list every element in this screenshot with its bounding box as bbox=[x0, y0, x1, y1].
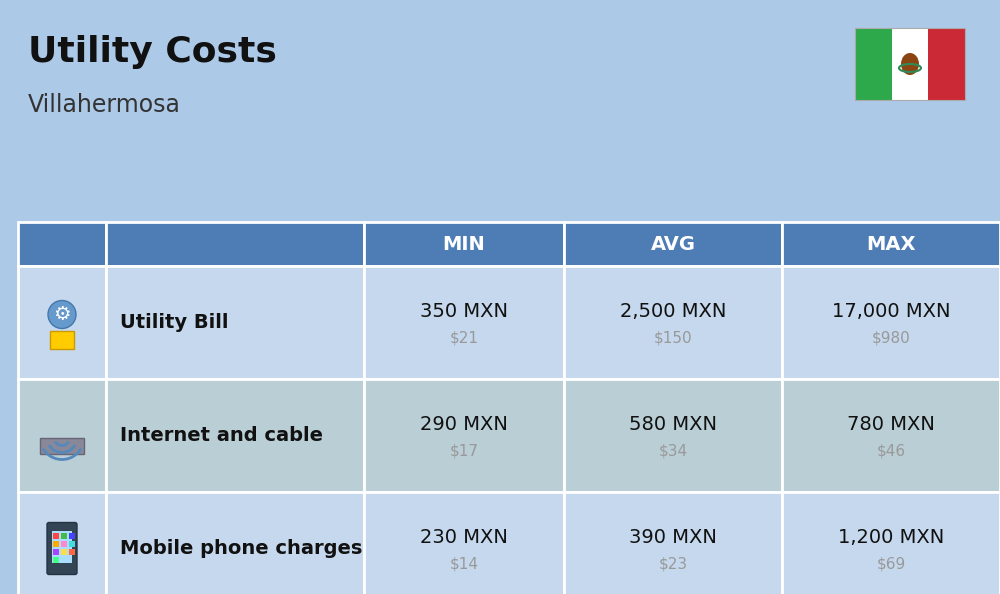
Bar bbox=[18, 266, 106, 379]
Text: 350 MXN: 350 MXN bbox=[420, 302, 508, 321]
Text: AVG: AVG bbox=[650, 235, 696, 254]
Text: Utility Bill: Utility Bill bbox=[120, 313, 228, 332]
Text: 580 MXN: 580 MXN bbox=[629, 415, 717, 434]
Bar bbox=[928, 28, 965, 100]
Bar bbox=[61, 541, 67, 546]
Bar bbox=[892, 28, 928, 100]
Text: $69: $69 bbox=[876, 557, 906, 572]
Bar bbox=[40, 438, 84, 453]
Bar bbox=[782, 222, 1000, 266]
Bar bbox=[106, 379, 364, 492]
Bar bbox=[564, 379, 782, 492]
Bar bbox=[564, 492, 782, 594]
Text: $34: $34 bbox=[658, 444, 688, 459]
Text: 290 MXN: 290 MXN bbox=[420, 415, 508, 434]
Bar bbox=[106, 492, 364, 594]
Bar bbox=[18, 222, 106, 266]
Text: $14: $14 bbox=[450, 557, 479, 572]
Text: $17: $17 bbox=[450, 444, 479, 459]
Text: MAX: MAX bbox=[866, 235, 916, 254]
Bar bbox=[364, 266, 564, 379]
Bar bbox=[106, 222, 364, 266]
Text: 230 MXN: 230 MXN bbox=[420, 527, 508, 546]
Bar bbox=[18, 492, 106, 594]
Bar bbox=[364, 379, 564, 492]
Bar bbox=[50, 330, 74, 349]
Text: 390 MXN: 390 MXN bbox=[629, 527, 717, 546]
Text: $980: $980 bbox=[872, 331, 910, 346]
Bar bbox=[364, 222, 564, 266]
Text: $23: $23 bbox=[658, 557, 688, 572]
Bar bbox=[53, 548, 59, 555]
Bar bbox=[564, 266, 782, 379]
Text: ⚙: ⚙ bbox=[53, 305, 71, 324]
Bar bbox=[782, 266, 1000, 379]
Text: $150: $150 bbox=[654, 331, 692, 346]
Bar bbox=[782, 379, 1000, 492]
Bar bbox=[53, 532, 59, 539]
Bar bbox=[53, 541, 59, 546]
Ellipse shape bbox=[901, 53, 919, 75]
Text: Villahermosa: Villahermosa bbox=[28, 93, 181, 117]
Bar bbox=[564, 222, 782, 266]
Text: 2,500 MXN: 2,500 MXN bbox=[620, 302, 726, 321]
Text: Mobile phone charges: Mobile phone charges bbox=[120, 539, 362, 558]
Text: $21: $21 bbox=[450, 331, 479, 346]
Ellipse shape bbox=[48, 301, 76, 328]
FancyBboxPatch shape bbox=[47, 523, 77, 574]
Bar bbox=[364, 492, 564, 594]
Text: MIN: MIN bbox=[443, 235, 485, 254]
Bar bbox=[69, 548, 75, 555]
Text: 1,200 MXN: 1,200 MXN bbox=[838, 527, 944, 546]
Bar bbox=[855, 28, 965, 100]
Bar bbox=[106, 266, 364, 379]
Bar bbox=[61, 548, 67, 555]
Bar bbox=[69, 532, 75, 539]
Bar bbox=[69, 541, 75, 546]
Bar bbox=[18, 379, 106, 492]
Bar bbox=[53, 557, 59, 563]
Bar bbox=[782, 492, 1000, 594]
Text: 17,000 MXN: 17,000 MXN bbox=[832, 302, 950, 321]
Bar bbox=[52, 530, 72, 563]
Bar bbox=[855, 28, 892, 100]
Text: Utility Costs: Utility Costs bbox=[28, 35, 277, 69]
Bar bbox=[61, 532, 67, 539]
Text: $46: $46 bbox=[876, 444, 906, 459]
Text: Internet and cable: Internet and cable bbox=[120, 426, 323, 445]
Text: 780 MXN: 780 MXN bbox=[847, 415, 935, 434]
